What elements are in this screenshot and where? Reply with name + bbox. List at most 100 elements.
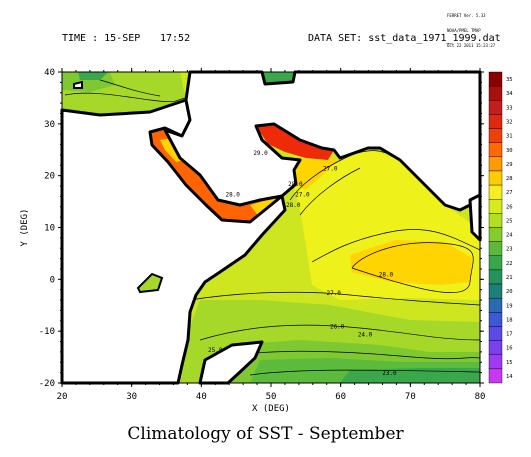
colorbar-swatch-27 — [488, 184, 503, 200]
landmass-2 — [468, 193, 482, 242]
y-tick-label-6: 40 — [44, 68, 55, 78]
ocean-band-22 — [340, 368, 480, 383]
contour-line-5 — [199, 324, 481, 341]
x-tick-label-1: 30 — [126, 392, 137, 402]
colorbar-swatch-25 — [488, 213, 503, 228]
colorbar-swatch-16 — [488, 340, 503, 355]
colorbar-swatch-31 — [488, 128, 503, 143]
contour-line-3 — [351, 242, 474, 293]
colorbar-label-21: 21 — [506, 275, 513, 281]
island-cyprus — [73, 80, 83, 89]
colorbar-swatch-19 — [488, 297, 503, 313]
contour-line-2 — [311, 229, 481, 263]
colorbar-label-32: 32 — [506, 119, 513, 125]
colorbar-label-28: 28 — [506, 176, 513, 182]
contour-label-4: 28.0 — [379, 272, 394, 279]
contour-label-6: 26.0 — [330, 324, 345, 331]
island-socotra — [136, 272, 164, 294]
chart-caption: Climatology of SST - September — [127, 424, 404, 444]
x-tick-label-3: 50 — [266, 392, 277, 402]
colorbar-label-33: 33 — [506, 105, 513, 111]
colorbar-label-26: 26 — [506, 204, 513, 210]
colorbar-swatch-20 — [488, 283, 503, 299]
x-tick-label-6: 80 — [475, 392, 486, 402]
med-band-22 — [78, 72, 108, 80]
contour-line-4 — [189, 291, 481, 306]
colorbar-label-15: 15 — [506, 360, 513, 366]
colorbar-label-30: 30 — [506, 148, 513, 154]
y-axis-label: Y (DEG) — [20, 209, 30, 247]
contour-label-1: 27.0 — [295, 191, 310, 198]
contour-label-7: 24.0 — [358, 331, 373, 338]
colorbar-swatch-21 — [488, 269, 503, 285]
colorbar-swatch-28 — [488, 170, 503, 186]
contour-line-8 — [64, 92, 186, 103]
contour-label-2: 28.0 — [288, 181, 303, 188]
stamp-line-3: Oct 22 2011 15:23:27 — [447, 43, 496, 48]
time-label: TIME : 15-SEP — [62, 33, 141, 44]
colorbar-swatch-17 — [488, 326, 503, 341]
x-tick-label-5: 70 — [405, 392, 416, 402]
colorbar-swatch-32 — [488, 114, 503, 129]
x-axis-label: X (DEG) — [252, 404, 290, 414]
colorbar-label-14: 14 — [506, 374, 513, 380]
colorbar-swatch-14 — [488, 368, 503, 384]
colorbar-swatch-34 — [488, 85, 503, 101]
colorbar-label-35: 35 — [506, 77, 513, 83]
colorbar-label-20: 20 — [506, 289, 513, 295]
colorbar-swatch-30 — [488, 142, 503, 158]
contour-line-7 — [249, 369, 481, 376]
y-tick-label-4: 20 — [44, 172, 55, 182]
stamp-line-2: NOAA/PMEL TMAP — [447, 28, 481, 33]
colorbar-swatch-22 — [488, 255, 503, 271]
colorbar-swatch-26 — [488, 199, 503, 214]
colorbar: 35 34 33 32 31 30 29 28 27 26 25 24 23 22 21 20 19 18 17 16… — [488, 71, 513, 384]
dataset-label: DATA SET: sst_data_1971_1999.dat — [308, 33, 501, 44]
contour-labels: 27.0 27.0 28.0 28.0 28.0 27.0 26.0 24.0 25.0 23.0… — [208, 150, 397, 377]
contour-label-8: 25.0 — [208, 347, 223, 354]
colorbar-label-34: 34 — [506, 91, 513, 97]
contour-line-1 — [299, 167, 361, 216]
colorbar-label-22: 22 — [506, 261, 513, 267]
land-masses — [60, 70, 482, 385]
y-tick-label-5: 30 — [44, 120, 55, 130]
y-tick-label-2: 0 — [50, 275, 55, 285]
gulf-band-31 — [256, 124, 334, 160]
colorbar-label-19: 19 — [506, 303, 513, 309]
stamp-line-1: FERRET Ver. 5.33 — [447, 13, 486, 18]
colorbar-swatch-29 — [488, 156, 503, 172]
contour-lines — [64, 79, 481, 376]
colorbar-label-25: 25 — [506, 218, 513, 224]
colorbar-swatch-23 — [488, 241, 503, 256]
colorbar-label-17: 17 — [506, 332, 513, 338]
x-tick-label-0: 20 — [57, 392, 68, 402]
colorbar-label-18: 18 — [506, 317, 513, 323]
colorbar-swatch-33 — [488, 100, 503, 115]
contour-label-3: 28.0 — [286, 202, 301, 209]
clock-label: 17:52 — [160, 33, 191, 44]
contour-label-10: 28.0 — [225, 191, 240, 198]
y-tick-label-0: -20 — [39, 379, 55, 389]
ocean-band-28 — [350, 240, 472, 285]
contour-label-0: 27.0 — [323, 165, 338, 172]
y-tick-label-3: 10 — [44, 224, 55, 234]
ferret-stamp: FERRET Ver. 5.33 NOAA/PMEL TMAP Oct 22 2… — [447, 3, 495, 58]
colorbar-label-16: 16 — [506, 346, 513, 352]
colorbar-label-27: 27 — [506, 190, 513, 196]
colorbar-label-24: 24 — [506, 233, 513, 239]
colorbar-swatch-35 — [488, 71, 503, 87]
axes: 20 30 40 50 60 70 80 -20 -10 0 10 20 30 40 X (DEG) Y (D… — [20, 68, 485, 414]
colorbar-label-23: 23 — [506, 247, 513, 253]
y-tick-label-1: -10 — [39, 327, 55, 337]
contour-label-11: 29.0 — [253, 150, 268, 157]
colorbar-label-29: 29 — [506, 162, 513, 168]
contour-label-5: 27.0 — [326, 290, 341, 297]
x-tick-label-4: 60 — [335, 392, 346, 402]
colorbar-swatch-15 — [488, 354, 503, 370]
colorbar-swatch-18 — [488, 312, 503, 327]
colorbar-label-31: 31 — [506, 134, 513, 140]
colorbar-swatch-24 — [488, 227, 503, 242]
contour-line-9 — [99, 79, 161, 97]
